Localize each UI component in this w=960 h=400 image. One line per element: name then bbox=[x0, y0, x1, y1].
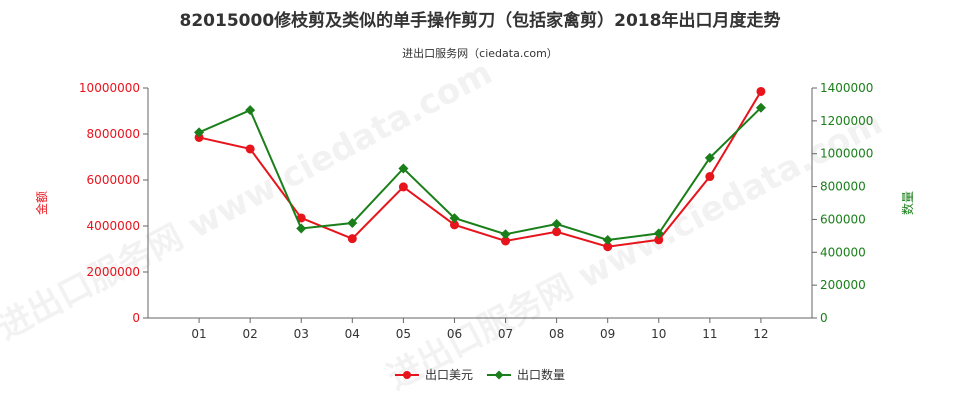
left-axis-label: 金额 bbox=[34, 191, 49, 215]
right-tick-label: 1200000 bbox=[820, 114, 873, 128]
left-tick-label: 2000000 bbox=[87, 265, 140, 279]
x-tick-label: 03 bbox=[294, 327, 309, 341]
x-tick-label: 10 bbox=[651, 327, 666, 341]
series-point bbox=[296, 223, 307, 234]
left-tick-label: 10000000 bbox=[79, 81, 140, 95]
x-tick-label: 07 bbox=[498, 327, 513, 341]
series-point bbox=[552, 227, 562, 237]
series-point bbox=[449, 220, 459, 230]
right-tick-label: 0 bbox=[820, 311, 828, 325]
series-point bbox=[500, 229, 511, 240]
axes: 0200000040000006000000800000010000000020… bbox=[79, 81, 874, 341]
x-tick-label: 01 bbox=[191, 327, 206, 341]
legend-swatch-marker bbox=[494, 370, 504, 380]
series-point bbox=[398, 182, 408, 192]
left-tick-label: 0 bbox=[132, 311, 140, 325]
series-point bbox=[551, 219, 562, 230]
series-point bbox=[245, 105, 256, 116]
series-point bbox=[705, 172, 715, 182]
series-point bbox=[704, 152, 715, 163]
series-point bbox=[653, 228, 664, 239]
left-tick-label: 6000000 bbox=[87, 173, 140, 187]
legend-label: 出口美元 bbox=[425, 368, 473, 382]
watermark-text: 进出口服务网 www.ciedata.com bbox=[381, 103, 889, 398]
x-tick-label: 04 bbox=[345, 327, 360, 341]
series-point bbox=[245, 144, 255, 154]
series-point bbox=[347, 234, 357, 244]
watermark-text: 进出口服务网 www.ciedata.com bbox=[0, 53, 499, 348]
legend: 出口美元 出口数量 bbox=[395, 367, 565, 382]
series-point bbox=[603, 242, 613, 252]
chart-subtitle: 进出口服务网（ciedata.com） bbox=[402, 46, 558, 60]
series-point bbox=[194, 132, 204, 142]
series-line-1 bbox=[198, 107, 762, 241]
right-tick-label: 400000 bbox=[820, 245, 866, 259]
series-point bbox=[296, 213, 306, 223]
x-tick-label: 12 bbox=[753, 327, 768, 341]
x-tick-label: 02 bbox=[243, 327, 258, 341]
series-point bbox=[755, 102, 766, 113]
series-layer bbox=[194, 86, 766, 252]
series-point bbox=[501, 236, 511, 246]
x-tick-label: 08 bbox=[549, 327, 564, 341]
series-point bbox=[398, 163, 409, 174]
series-point bbox=[756, 86, 766, 96]
x-tick-label: 06 bbox=[447, 327, 462, 341]
right-tick-label: 200000 bbox=[820, 278, 866, 292]
right-tick-label: 1400000 bbox=[820, 81, 873, 95]
left-tick-label: 8000000 bbox=[87, 127, 140, 141]
x-tick-label: 09 bbox=[600, 327, 615, 341]
series-point bbox=[347, 218, 358, 229]
legend-swatch-marker bbox=[403, 371, 411, 379]
right-tick-label: 800000 bbox=[820, 180, 866, 194]
x-tick-label: 11 bbox=[702, 327, 717, 341]
series-point bbox=[449, 213, 460, 224]
right-axis-label: 数量 bbox=[900, 191, 915, 215]
series-point bbox=[654, 235, 664, 245]
right-tick-label: 600000 bbox=[820, 212, 866, 226]
chart-title: 82015000修枝剪及类似的单手操作剪刀（包括家禽剪）2018年出口月度走势 bbox=[180, 10, 781, 31]
legend-label: 出口数量 bbox=[517, 367, 565, 382]
series-point bbox=[602, 234, 613, 245]
series-point bbox=[194, 127, 205, 138]
x-tick-label: 05 bbox=[396, 327, 411, 341]
right-tick-label: 1000000 bbox=[820, 147, 873, 161]
left-tick-label: 4000000 bbox=[87, 219, 140, 233]
